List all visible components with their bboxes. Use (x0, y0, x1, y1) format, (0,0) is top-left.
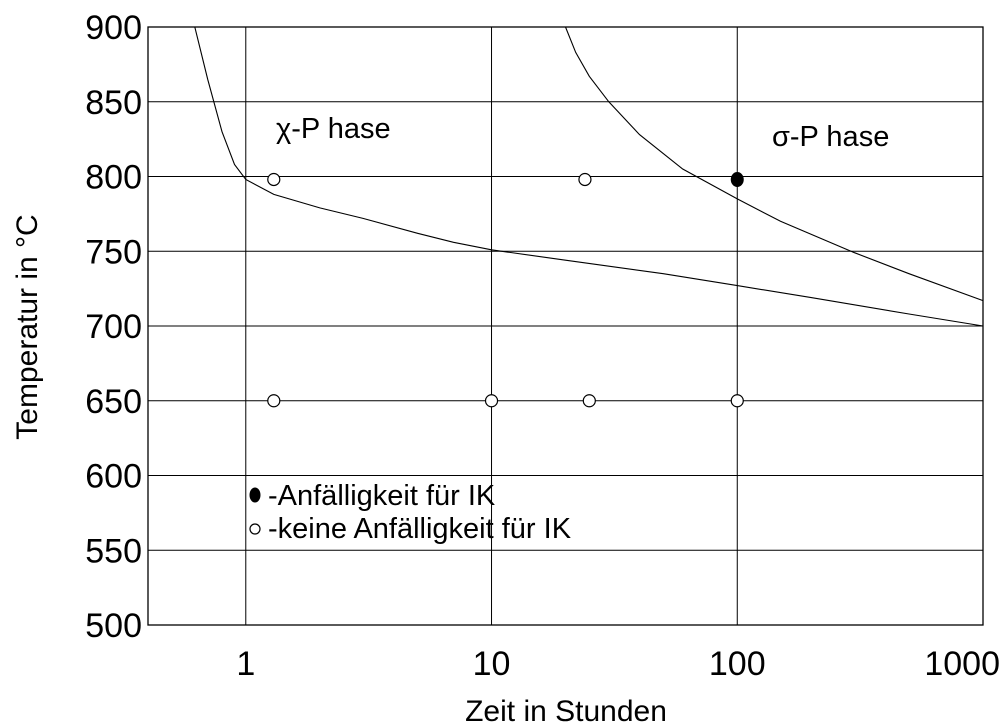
y-tick-label-650: 650 (85, 383, 142, 421)
x-axis-label: Zeit in Stunden (465, 695, 667, 728)
y-tick-label-500: 500 (85, 607, 142, 645)
curve-layer (194, 26, 984, 327)
x-tick-label-10: 10 (473, 645, 511, 683)
sigma-phase-label: σ-P hase (772, 121, 889, 153)
legend-open-marker (249, 523, 261, 535)
data-point-open-6 (730, 394, 744, 408)
frame-layer (147, 26, 984, 626)
y-tick-label-700: 700 (85, 308, 142, 346)
data-point-open-0 (267, 172, 281, 187)
data-point-open-1 (578, 172, 592, 187)
grid-layer (148, 27, 983, 625)
y-axis-label: Temperatur in °C (11, 214, 44, 439)
y-tick-label-550: 550 (85, 532, 142, 570)
y-tick-label-900: 900 (85, 9, 142, 47)
data-point-open-5 (582, 394, 596, 408)
data-point-filled-2 (730, 171, 744, 187)
x-tick-label-100: 100 (709, 645, 766, 683)
data-point-open-3 (267, 394, 281, 408)
data-point-open-4 (484, 394, 499, 408)
legend-filled-marker (249, 487, 261, 503)
y-tick-label-800: 800 (85, 159, 142, 197)
x-tick-label-1000: 1000 (924, 645, 1000, 683)
legend-label-anfaelligkeit: -Anfälligkeit für IK (268, 480, 496, 512)
legend: -Anfälligkeit für IK -keine Anfälligkeit… (249, 480, 572, 545)
y-tick-label-850: 850 (85, 84, 142, 122)
plot-frame (147, 26, 984, 626)
legend-label-keine-anfaelligkeit: -keine Anfälligkeit für IK (268, 513, 572, 545)
tick-label-layer: 500 550 600 650 700 750 800 850 900 1 10 100 1000 (85, 9, 1000, 683)
y-tick-label-600: 600 (85, 458, 142, 496)
chi-phase-label: χ-P hase (276, 113, 391, 145)
point-layer (267, 171, 744, 408)
sigma-boundary-curve (564, 26, 984, 302)
x-tick-label-1: 1 (236, 645, 255, 683)
chi-boundary-curve (194, 26, 984, 327)
y-tick-label-750: 750 (85, 233, 142, 271)
